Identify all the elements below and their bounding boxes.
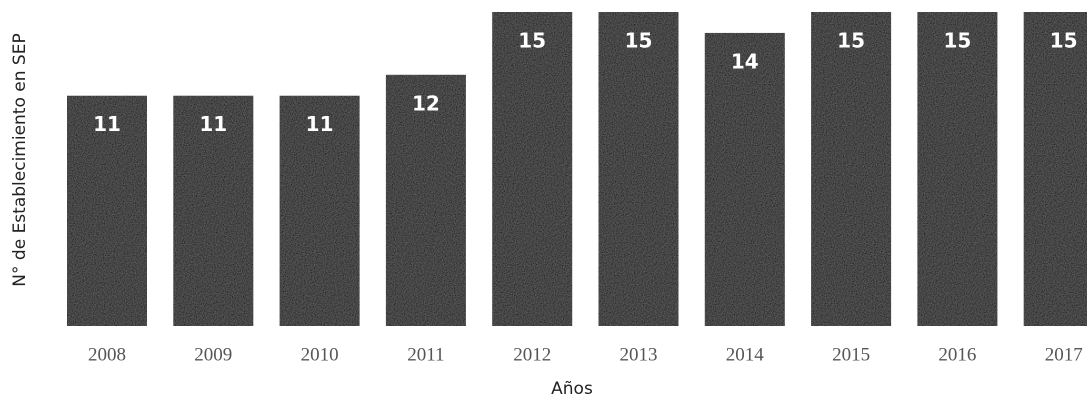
- x-axis-title: Años: [551, 379, 593, 399]
- value-label: 11: [306, 112, 334, 136]
- bar: [704, 32, 785, 326]
- bar: [173, 95, 254, 326]
- bar: [598, 12, 679, 326]
- bar: [67, 95, 147, 326]
- x-tick-label: 2014: [726, 344, 765, 365]
- x-tick-label: 2008: [88, 344, 126, 365]
- value-label: 14: [731, 49, 759, 73]
- bar: [1023, 12, 1087, 326]
- value-label: 11: [199, 112, 227, 136]
- x-tick-label: 2015: [832, 344, 870, 365]
- x-tick-label: 2016: [938, 344, 976, 365]
- value-label: 15: [518, 29, 546, 53]
- value-label: 15: [625, 29, 653, 53]
- y-axis-title: N° de Establecimiento en SEP: [10, 33, 30, 286]
- bar: [279, 95, 360, 326]
- value-label: 15: [1050, 29, 1078, 53]
- bar: [385, 74, 466, 326]
- x-tick-label: 2011: [407, 344, 444, 365]
- x-tick-label: 2013: [620, 344, 658, 365]
- bar: [917, 12, 998, 326]
- value-label: 12: [412, 91, 440, 115]
- value-label: 15: [837, 29, 865, 53]
- x-tick-label: 2012: [513, 344, 551, 365]
- x-tick-label: 2010: [301, 344, 339, 365]
- x-tick-label: 2017: [1045, 344, 1083, 365]
- bar: [811, 12, 892, 326]
- value-label: 15: [943, 29, 971, 53]
- value-label: 11: [93, 112, 121, 136]
- x-tick-label: 2009: [194, 344, 232, 365]
- bar: [492, 12, 573, 326]
